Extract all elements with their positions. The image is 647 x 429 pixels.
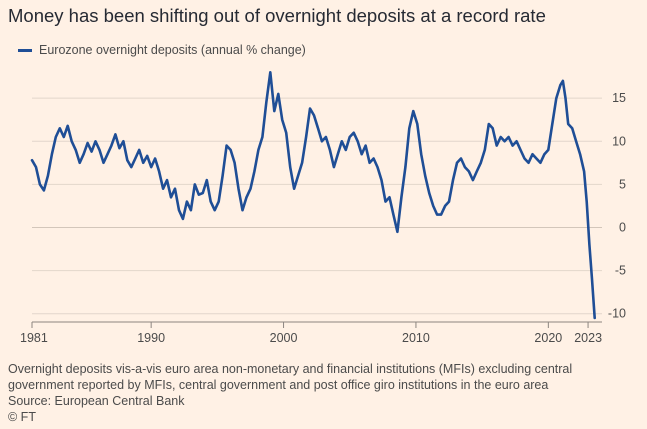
x-tick-label-2020: 2020 — [534, 331, 562, 345]
y-tick-label-10: 10 — [612, 134, 626, 148]
y-tick-label-neg5: -5 — [615, 264, 626, 278]
x-tick-label-1981: 1981 — [20, 331, 48, 345]
legend-label: Eurozone overnight deposits (annual % ch… — [39, 43, 306, 57]
y-tick-label-15: 15 — [612, 91, 626, 105]
x-tick-label-2010: 2010 — [402, 331, 430, 345]
ft-credit: © FT — [8, 410, 36, 424]
chart-title: Money has been shifting out of overnight… — [8, 5, 546, 26]
source-line: Source: European Central Bank — [8, 394, 185, 408]
y-tick-label-neg10: -10 — [608, 307, 626, 321]
x-tick-label-2023: 2023 — [574, 331, 602, 345]
legend: Eurozone overnight deposits (annual % ch… — [18, 41, 306, 59]
x-tick-label-2000: 2000 — [270, 331, 298, 345]
footnotes: Overnight deposits vis-a-vis euro area n… — [8, 361, 628, 425]
y-tick-label-0: 0 — [619, 220, 626, 234]
footnote-line-2: government reported by MFIs, central gov… — [8, 378, 549, 392]
y-tick-label-5: 5 — [619, 177, 626, 191]
x-tick-label-1990: 1990 — [137, 331, 165, 345]
series-line-1 — [30, 71, 596, 320]
legend-line-swatch — [18, 48, 32, 52]
footnote-line-1: Overnight deposits vis-a-vis euro area n… — [8, 362, 573, 376]
